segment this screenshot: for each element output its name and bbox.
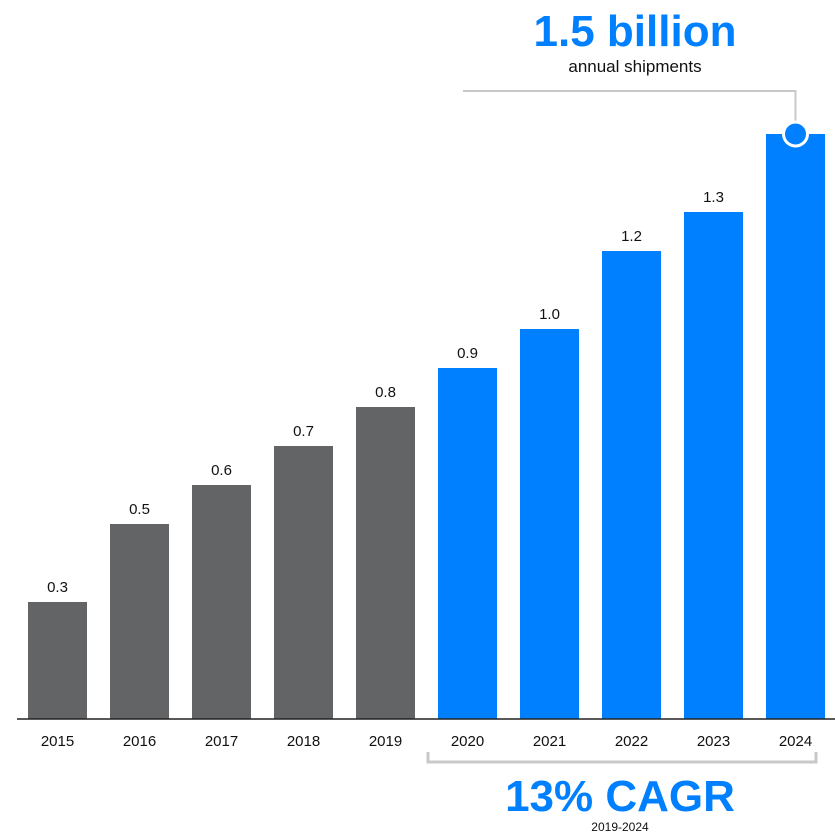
headline-connector [463, 90, 797, 122]
x-tick-label-2023: 2023 [697, 733, 730, 750]
headline-value: 1.5 billion [533, 7, 737, 56]
x-tick-label-2020: 2020 [451, 733, 484, 750]
x-tick-label-2016: 2016 [123, 733, 156, 750]
bar-2023 [684, 212, 743, 719]
data-label-2022: 1.2 [621, 228, 642, 245]
data-label-2018: 0.7 [293, 423, 314, 440]
bar-2020 [438, 368, 497, 719]
bar-2016 [110, 524, 169, 719]
x-tick-label-2017: 2017 [205, 733, 238, 750]
peak-marker [782, 120, 809, 148]
x-tick-label-2022: 2022 [615, 733, 648, 750]
data-label-2015: 0.3 [47, 579, 68, 596]
bar-2018 [274, 446, 333, 719]
data-label-2021: 1.0 [539, 306, 560, 323]
bar-2015 [28, 602, 87, 719]
x-tick-label-2019: 2019 [369, 733, 402, 750]
x-tick-label-2018: 2018 [287, 733, 320, 750]
cagr-callout: 13% CAGR 2019-2024 [450, 772, 790, 835]
bar-2019 [356, 407, 415, 719]
data-label-2016: 0.5 [129, 501, 150, 518]
data-label-2020: 0.9 [457, 345, 478, 362]
data-label-2017: 0.6 [211, 462, 232, 479]
bar-2024 [766, 134, 825, 719]
headline-caption: annual shipments [568, 57, 702, 76]
bar-2022 [602, 251, 661, 719]
cagr-bracket [426, 752, 818, 764]
x-tick-label-2024: 2024 [779, 733, 812, 750]
bar-2021 [520, 329, 579, 719]
x-tick-label-2015: 2015 [41, 733, 74, 750]
cagr-value: 13% CAGR [505, 772, 735, 821]
data-label-2023: 1.3 [703, 189, 724, 206]
cagr-period: 2019-2024 [591, 820, 649, 834]
data-label-2019: 0.8 [375, 384, 396, 401]
bar-2017 [192, 485, 251, 719]
x-tick-label-2021: 2021 [533, 733, 566, 750]
headline-callout: 1.5 billion annual shipments [470, 8, 800, 78]
